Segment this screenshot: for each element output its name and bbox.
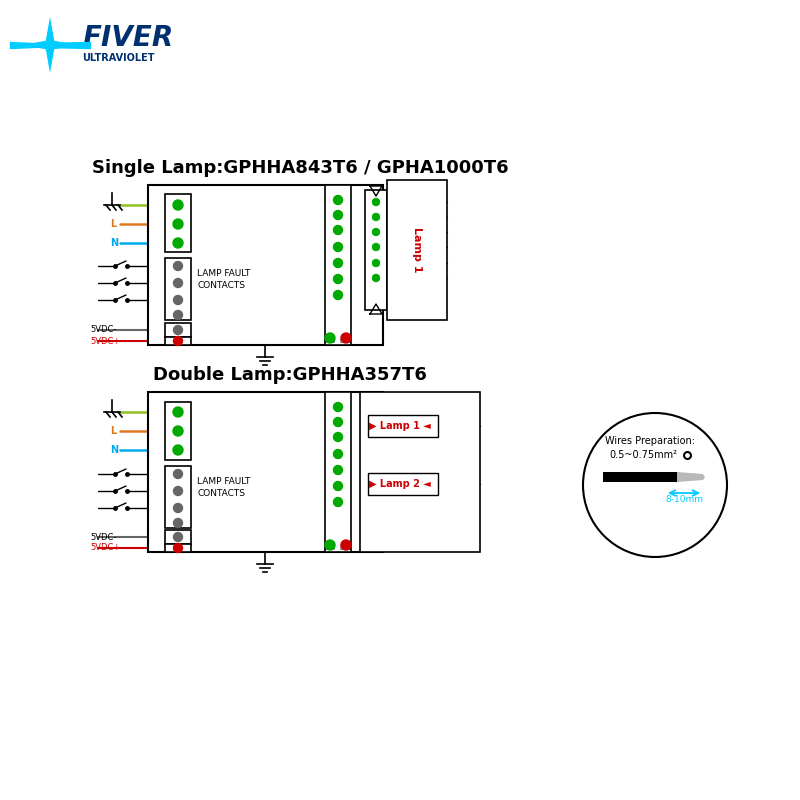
Circle shape [334, 290, 342, 299]
Bar [165, 466, 191, 528]
Bar [603, 472, 678, 482]
Bar [165, 194, 191, 252]
Text: LED: LED [340, 546, 352, 551]
Circle shape [334, 195, 342, 205]
Circle shape [334, 226, 342, 234]
Circle shape [373, 243, 379, 250]
Circle shape [334, 433, 342, 442]
Circle shape [325, 540, 335, 550]
Text: LAMP FAULT: LAMP FAULT [197, 478, 250, 486]
Text: ▶ Lamp 1 ◄: ▶ Lamp 1 ◄ [369, 421, 431, 431]
Text: 5VDC+: 5VDC+ [90, 337, 120, 346]
Circle shape [174, 486, 182, 495]
Circle shape [174, 278, 182, 287]
Text: N: N [110, 238, 118, 248]
Circle shape [373, 198, 379, 206]
Bar [325, 392, 351, 552]
Text: CONTACTS: CONTACTS [197, 282, 245, 290]
Circle shape [325, 333, 335, 343]
Circle shape [173, 445, 183, 455]
Bar [368, 473, 438, 495]
Circle shape [173, 200, 183, 210]
Polygon shape [22, 17, 78, 73]
Text: Lamp 1: Lamp 1 [412, 227, 422, 273]
Circle shape [334, 242, 342, 251]
Text: 5VDC-: 5VDC- [90, 326, 116, 334]
Bar [165, 323, 191, 337]
Circle shape [174, 503, 182, 513]
Text: LED: LED [324, 339, 336, 344]
Text: LED: LED [324, 546, 336, 551]
Text: N: N [110, 445, 118, 455]
Text: Double Lamp:GPHHA357T6: Double Lamp:GPHHA357T6 [153, 366, 427, 384]
Text: LED: LED [340, 339, 352, 344]
Circle shape [341, 333, 351, 343]
Bar [165, 544, 191, 552]
Text: FIVER: FIVER [82, 24, 174, 52]
Circle shape [334, 210, 342, 219]
Circle shape [373, 274, 379, 282]
Bar [365, 190, 387, 310]
Circle shape [334, 258, 342, 267]
Circle shape [173, 219, 183, 229]
Circle shape [174, 326, 182, 334]
Bar [360, 392, 480, 552]
Circle shape [373, 259, 379, 266]
Bar [165, 258, 191, 320]
Circle shape [174, 262, 182, 270]
Bar [325, 185, 351, 345]
Circle shape [173, 426, 183, 436]
Circle shape [334, 274, 342, 283]
Circle shape [334, 466, 342, 474]
Bar [148, 392, 383, 552]
Text: Wires Preparation:: Wires Preparation: [605, 436, 695, 446]
Bar [165, 402, 191, 460]
Circle shape [174, 470, 182, 478]
Text: ▶ Lamp 2 ◄: ▶ Lamp 2 ◄ [369, 479, 431, 489]
Polygon shape [677, 472, 705, 482]
Circle shape [174, 518, 182, 527]
Text: L: L [110, 426, 116, 436]
Text: L: L [110, 219, 116, 229]
Text: 8-10mm: 8-10mm [665, 495, 703, 505]
Circle shape [173, 407, 183, 417]
Text: CONTACTS: CONTACTS [197, 490, 245, 498]
Circle shape [173, 238, 183, 248]
Circle shape [341, 540, 351, 550]
Circle shape [174, 295, 182, 305]
Text: 0.5~0.75mm²: 0.5~0.75mm² [609, 450, 677, 460]
Text: Single Lamp:GPHHA843T6 / GPHA1000T6: Single Lamp:GPHHA843T6 / GPHA1000T6 [92, 159, 508, 177]
Text: ULTRAVIOLET: ULTRAVIOLET [82, 53, 154, 63]
Circle shape [334, 450, 342, 458]
Bar [165, 530, 191, 544]
Circle shape [174, 310, 182, 319]
Circle shape [174, 533, 182, 542]
Circle shape [334, 482, 342, 490]
Circle shape [174, 337, 182, 346]
Circle shape [334, 418, 342, 426]
Circle shape [373, 214, 379, 221]
Bar [387, 180, 447, 320]
Circle shape [174, 543, 182, 553]
Text: 5VDC+: 5VDC+ [90, 543, 120, 553]
Bar [368, 415, 438, 437]
Circle shape [334, 498, 342, 506]
Circle shape [373, 229, 379, 235]
Text: 5VDC-: 5VDC- [90, 533, 116, 542]
Bar [165, 337, 191, 345]
Circle shape [334, 402, 342, 411]
Text: LAMP FAULT: LAMP FAULT [197, 270, 250, 278]
Bar [148, 185, 383, 345]
